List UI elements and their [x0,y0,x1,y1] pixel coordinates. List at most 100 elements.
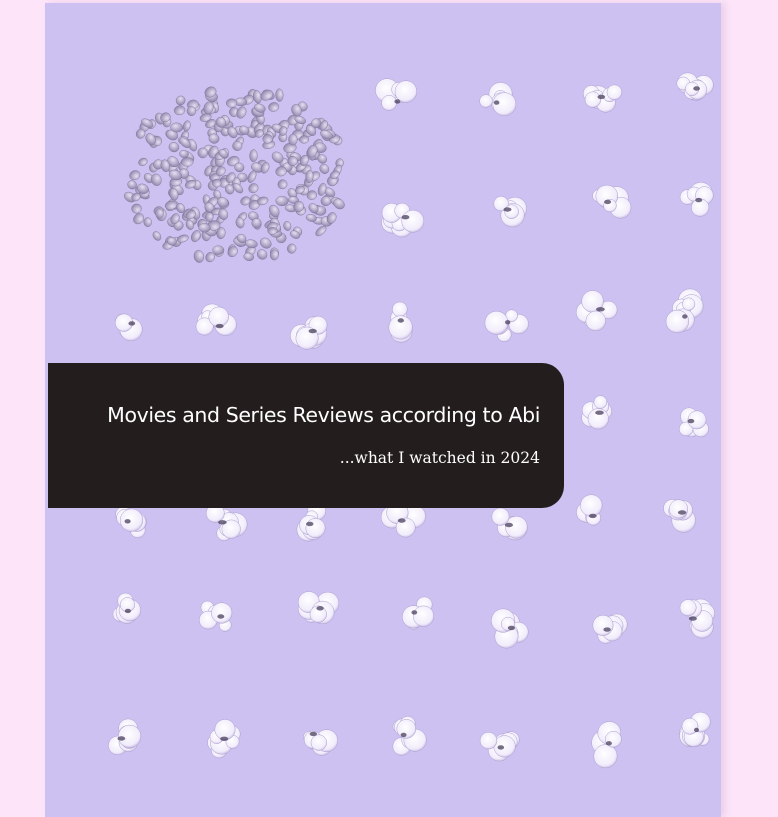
kernel [205,119,217,129]
kernel [239,125,250,135]
popcorn-piece [679,598,716,639]
kernel [245,239,258,248]
kernel [256,249,268,260]
kernel [173,105,186,116]
kernel [208,133,220,144]
kernel [333,198,345,210]
kernel [175,95,186,106]
kernel [319,163,330,174]
kernel [179,137,191,148]
title-banner: Movies and Series Reviews according to A… [48,363,564,508]
kernel [131,203,142,214]
kernel [262,134,273,144]
popcorn-piece [491,608,529,649]
kernel [167,237,177,246]
popcorn-piece [114,313,143,342]
kernel [179,149,189,159]
kernel [215,166,226,177]
popcorn-piece [381,202,425,238]
kernel [133,213,145,225]
kernel [317,183,327,196]
kernel [180,157,194,167]
kernel [305,169,314,184]
kernel [305,213,317,222]
kernel [320,129,333,140]
kernel [234,162,245,173]
popcorn-piece [678,407,709,438]
kernel [289,230,301,239]
kernel [287,155,298,167]
kernel [288,133,298,146]
blog-subtitle: ...what I watched in 2024 [339,449,540,467]
kernel [305,125,317,136]
kernel [197,147,208,159]
kernel [271,151,284,163]
kernel [198,223,211,233]
kernel [275,195,289,207]
popcorn-piece [679,711,711,748]
popcorn-piece [591,721,622,769]
kernel [131,192,141,202]
kernel [306,144,318,158]
kernel [225,172,236,183]
kernel [205,252,215,263]
popcorn-piece [108,718,142,756]
kernel [137,183,149,194]
kernel [257,196,269,206]
kernel [278,126,288,136]
kernel [170,122,184,133]
kernel [218,149,228,159]
popcorn-piece [665,288,704,334]
kernel [227,246,238,258]
kernel [295,185,305,194]
kernel [268,102,280,112]
kernel [319,120,328,131]
kernel [193,250,205,263]
cover-image [45,3,721,817]
kernel [306,190,317,200]
kernel [185,219,194,230]
kernel [129,170,141,181]
kernel [164,200,178,210]
kernel [283,221,292,231]
popcorn-piece [207,719,241,759]
popcorn-piece [402,596,435,630]
kernel [248,183,259,194]
kernel [232,140,243,151]
kernel [254,103,266,113]
popcorn-piece [303,729,338,756]
kernel [247,170,257,183]
kernel [170,213,180,225]
kernel [184,179,197,189]
blog-title[interactable]: Movies and Series Reviews according to A… [107,403,540,427]
kernel [204,86,217,98]
kernel [141,118,154,128]
kernel [199,113,212,122]
kernel [329,170,340,179]
kernel [143,217,152,227]
kernel [299,135,310,144]
unpopped-kernel-pile [123,86,345,263]
kernel [236,106,247,119]
kernel [168,142,180,153]
kernel [135,128,146,139]
popcorn-piece [484,309,529,343]
popcorn-piece [296,501,327,542]
popcorn-piece [575,290,618,332]
kernel [155,208,164,219]
kernel [243,252,254,261]
popcorn-piece [592,184,632,219]
kernel [176,234,189,243]
kernel [320,196,331,207]
kernel [151,173,162,186]
kernel [251,218,262,229]
kernel [185,210,196,220]
popped-corn-grid [108,72,716,769]
kernel [283,142,297,154]
kernel [186,106,197,116]
kernel [260,89,274,101]
kernel [216,227,226,240]
popcorn-piece [375,78,418,111]
popcorn-piece [195,303,237,336]
kernel [287,243,297,254]
